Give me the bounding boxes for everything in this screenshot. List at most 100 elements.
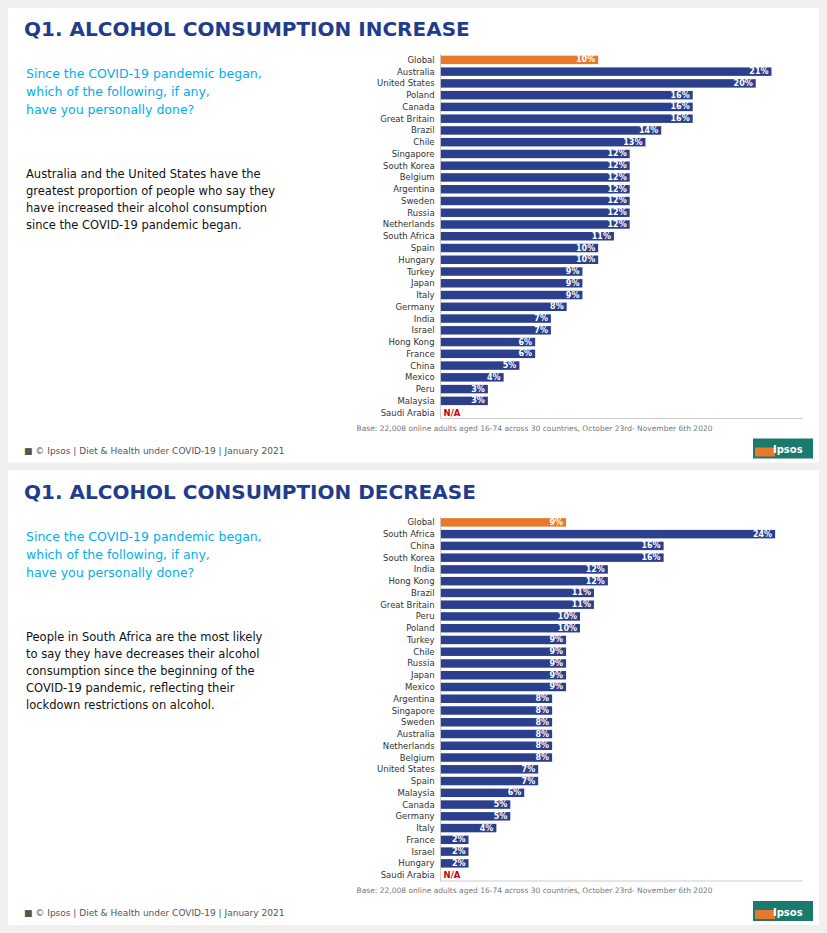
bar	[441, 338, 536, 346]
bar	[441, 800, 511, 808]
bar	[441, 79, 756, 87]
data-label: 8%	[536, 753, 550, 762]
bar	[441, 150, 630, 158]
category-label: Singapore	[392, 706, 435, 716]
bar	[441, 847, 469, 855]
text-line: COVID-19 pandemic, reflecting their	[26, 681, 235, 695]
bar	[441, 742, 553, 750]
category-label: Sweden	[401, 717, 435, 727]
text-line: to say they have decreases their alcohol	[26, 647, 260, 661]
bar	[441, 553, 664, 561]
category-label: Global	[407, 55, 434, 65]
bar	[441, 114, 693, 122]
panel-background	[8, 471, 819, 926]
category-label: Germany	[396, 811, 435, 821]
category-label: Malaysia	[397, 788, 434, 798]
data-label: 4%	[487, 373, 501, 382]
category-label: Germany	[396, 302, 435, 312]
text-line: Australia and the United States have the	[26, 167, 261, 181]
bar	[441, 636, 566, 644]
logo: Ipsos	[753, 901, 813, 921]
data-label: 6%	[519, 338, 533, 347]
body-text: People in South Africa are the most like…	[26, 630, 263, 712]
data-label: 12%	[608, 196, 627, 205]
data-label: 5%	[503, 361, 517, 370]
bar	[441, 267, 583, 275]
bar	[441, 244, 599, 252]
bar	[441, 789, 525, 797]
panel-background	[8, 8, 819, 463]
body-text: Australia and the United States have the…	[26, 167, 275, 232]
category-label: Spain	[411, 776, 435, 786]
bar	[441, 565, 608, 573]
category-label: Argentina	[393, 694, 434, 704]
category-label: Mexico	[405, 682, 435, 692]
bar	[441, 859, 469, 867]
data-label: 10%	[558, 624, 577, 633]
category-label: Russia	[407, 208, 434, 218]
footer: ■ © Ipsos | Diet & Health under COVID-19…	[24, 908, 284, 918]
category-label: Peru	[416, 611, 435, 621]
data-label: 9%	[566, 267, 580, 276]
category-label: Singapore	[392, 149, 435, 159]
subtitle: Since the COVID-19 pandemic began, which …	[26, 66, 262, 117]
data-label: 12%	[608, 220, 627, 229]
bar	[441, 314, 551, 322]
data-label: 9%	[549, 647, 563, 656]
text-line: People in South Africa are the most like…	[26, 630, 263, 644]
text-line: have you personally done?	[26, 102, 194, 117]
category-label: Hungary	[398, 255, 434, 265]
data-label: 11%	[572, 600, 591, 609]
data-label: 4%	[480, 824, 494, 833]
category-label: Sweden	[401, 196, 435, 206]
data-label: 8%	[550, 302, 564, 311]
bar	[441, 67, 772, 75]
text-line: have you personally done?	[26, 565, 194, 580]
data-label: 12%	[608, 161, 627, 170]
logo-text: Ipsos	[773, 907, 803, 918]
category-label: Poland	[406, 623, 434, 633]
data-label: 20%	[734, 79, 753, 88]
bar	[441, 530, 776, 538]
logo-text: Ipsos	[773, 444, 803, 455]
bar	[441, 291, 583, 299]
data-label: 5%	[494, 812, 508, 821]
category-label: Belgium	[400, 753, 435, 763]
bar	[441, 659, 566, 667]
text-line: Since the COVID-19 pandemic began,	[26, 66, 262, 81]
category-label: Argentina	[393, 184, 434, 194]
data-label: 16%	[671, 102, 690, 111]
category-label: Global	[407, 517, 434, 527]
data-label: 2%	[452, 859, 466, 868]
bar	[441, 303, 567, 311]
data-label: 9%	[549, 635, 563, 644]
bars	[441, 518, 776, 867]
data-label: 10%	[558, 612, 577, 621]
text-line: which of the following, if any,	[26, 84, 210, 99]
labels: Global10%Australia21%United States20%Pol…	[377, 55, 768, 418]
data-label: 9%	[566, 291, 580, 300]
data-label: 24%	[753, 530, 772, 539]
data-label: 12%	[608, 208, 627, 217]
bar	[441, 600, 594, 608]
category-label: Russia	[407, 658, 434, 668]
bar	[441, 173, 630, 181]
category-label: India	[414, 314, 435, 324]
bar	[441, 103, 693, 111]
figure: Q1. ALCOHOL CONSUMPTION INCREASESince th…	[0, 0, 827, 933]
data-label: 10%	[576, 255, 595, 264]
category-label: Israel	[411, 847, 434, 857]
data-label: 7%	[522, 777, 536, 786]
category-label: Poland	[406, 90, 434, 100]
data-label: 9%	[549, 682, 563, 691]
category-label: Hungary	[398, 858, 434, 868]
category-label: Israel	[411, 325, 434, 335]
category-label: Saudi Arabia	[381, 870, 435, 880]
bar	[441, 730, 553, 738]
category-label: Australia	[397, 67, 435, 77]
data-label: 9%	[549, 518, 563, 527]
category-label: Saudi Arabia	[381, 408, 435, 418]
data-label: 8%	[536, 718, 550, 727]
data-label: 13%	[623, 138, 642, 147]
data-label: 10%	[576, 244, 595, 253]
